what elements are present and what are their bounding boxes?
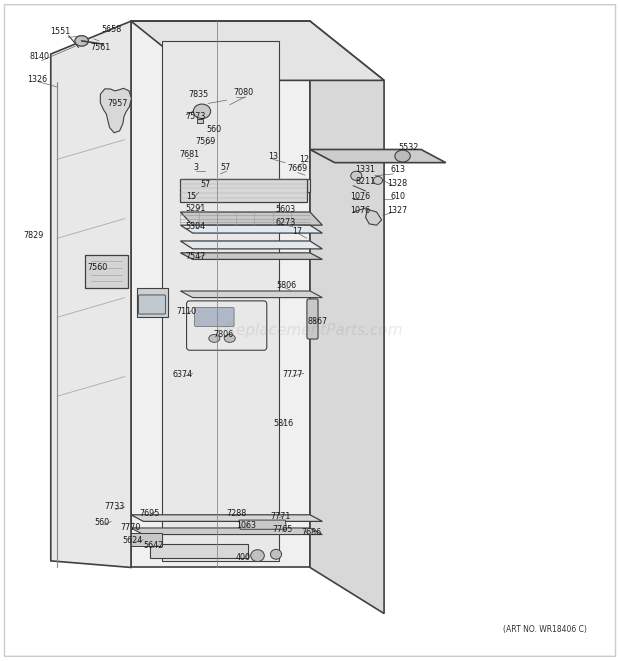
Text: 7733: 7733 bbox=[104, 502, 125, 512]
Text: 5624: 5624 bbox=[123, 536, 143, 545]
Text: 7806: 7806 bbox=[213, 330, 234, 339]
Polygon shape bbox=[310, 21, 384, 613]
Polygon shape bbox=[180, 179, 307, 202]
Polygon shape bbox=[131, 515, 322, 522]
Polygon shape bbox=[197, 118, 203, 122]
Ellipse shape bbox=[373, 176, 383, 184]
Text: 12: 12 bbox=[299, 155, 309, 164]
Text: 1076: 1076 bbox=[350, 206, 370, 215]
Text: 613: 613 bbox=[390, 165, 405, 175]
Text: 57: 57 bbox=[200, 180, 210, 189]
Polygon shape bbox=[85, 254, 128, 288]
Polygon shape bbox=[180, 241, 322, 249]
Text: 57: 57 bbox=[220, 163, 231, 173]
Text: 7560: 7560 bbox=[87, 264, 107, 272]
Text: 1331: 1331 bbox=[355, 165, 376, 175]
Text: 7695: 7695 bbox=[140, 509, 160, 518]
Text: 5291: 5291 bbox=[185, 204, 205, 213]
Text: 5642: 5642 bbox=[143, 541, 163, 550]
Polygon shape bbox=[100, 89, 131, 133]
Text: 7686: 7686 bbox=[301, 528, 321, 537]
Polygon shape bbox=[180, 225, 322, 233]
Text: 17: 17 bbox=[293, 227, 303, 235]
Text: 3: 3 bbox=[193, 163, 198, 173]
FancyBboxPatch shape bbox=[195, 307, 234, 327]
Text: 7561: 7561 bbox=[90, 43, 110, 52]
Polygon shape bbox=[149, 545, 248, 558]
Text: eReplacementParts.com: eReplacementParts.com bbox=[216, 323, 404, 338]
Polygon shape bbox=[239, 520, 286, 529]
Text: 1063: 1063 bbox=[236, 522, 256, 531]
Text: 7547: 7547 bbox=[185, 252, 205, 260]
Polygon shape bbox=[366, 210, 381, 225]
Text: 8140: 8140 bbox=[30, 52, 50, 61]
Ellipse shape bbox=[351, 171, 362, 180]
Polygon shape bbox=[131, 21, 384, 81]
Text: 7829: 7829 bbox=[24, 231, 43, 239]
Polygon shape bbox=[180, 253, 322, 259]
Text: 5658: 5658 bbox=[101, 24, 122, 34]
Text: 7110: 7110 bbox=[176, 307, 196, 316]
Polygon shape bbox=[122, 533, 162, 546]
Text: 5304: 5304 bbox=[185, 222, 205, 231]
Text: 7681: 7681 bbox=[179, 149, 199, 159]
Text: 7288: 7288 bbox=[226, 509, 247, 518]
FancyBboxPatch shape bbox=[138, 295, 166, 314]
Text: 400: 400 bbox=[235, 553, 250, 562]
Text: 6374: 6374 bbox=[173, 370, 193, 379]
Ellipse shape bbox=[224, 334, 236, 342]
Text: 560: 560 bbox=[94, 518, 110, 527]
Polygon shape bbox=[131, 21, 310, 567]
Text: 1551: 1551 bbox=[50, 26, 70, 36]
Text: 1328: 1328 bbox=[388, 178, 408, 188]
Ellipse shape bbox=[209, 334, 220, 342]
Text: 7770: 7770 bbox=[120, 523, 141, 532]
Polygon shape bbox=[187, 179, 310, 192]
Text: 7080: 7080 bbox=[233, 88, 254, 97]
Ellipse shape bbox=[75, 36, 89, 46]
Ellipse shape bbox=[395, 150, 410, 162]
Text: 7957: 7957 bbox=[107, 99, 128, 108]
Text: 1326: 1326 bbox=[27, 75, 47, 83]
Text: 5603: 5603 bbox=[275, 205, 295, 214]
Text: 7835: 7835 bbox=[188, 91, 209, 99]
Text: 7771: 7771 bbox=[270, 512, 291, 521]
Polygon shape bbox=[97, 515, 131, 529]
Text: (ART NO. WR18406 C): (ART NO. WR18406 C) bbox=[503, 625, 587, 635]
Text: 8867: 8867 bbox=[308, 317, 327, 326]
Text: 7669: 7669 bbox=[288, 164, 308, 173]
Polygon shape bbox=[131, 528, 322, 535]
Text: 7569: 7569 bbox=[195, 137, 216, 146]
Text: 15: 15 bbox=[187, 192, 197, 201]
Text: 560: 560 bbox=[206, 124, 222, 134]
Text: 1327: 1327 bbox=[388, 206, 408, 215]
Polygon shape bbox=[99, 531, 125, 543]
Ellipse shape bbox=[193, 104, 211, 118]
Text: 1076: 1076 bbox=[350, 192, 370, 202]
Text: 8211: 8211 bbox=[355, 177, 376, 186]
Polygon shape bbox=[180, 212, 322, 225]
Text: 7765: 7765 bbox=[273, 525, 293, 534]
Polygon shape bbox=[51, 21, 131, 567]
Text: 7777: 7777 bbox=[283, 370, 303, 379]
Text: 7573: 7573 bbox=[185, 112, 205, 121]
Ellipse shape bbox=[250, 550, 264, 562]
Polygon shape bbox=[180, 291, 322, 297]
Ellipse shape bbox=[270, 549, 281, 559]
FancyBboxPatch shape bbox=[307, 299, 318, 339]
Text: 5816: 5816 bbox=[273, 420, 293, 428]
Text: 610: 610 bbox=[390, 192, 405, 202]
Text: 13: 13 bbox=[268, 152, 278, 161]
Polygon shape bbox=[310, 149, 446, 163]
Text: 5806: 5806 bbox=[277, 281, 296, 290]
Polygon shape bbox=[162, 41, 279, 561]
Text: 6273: 6273 bbox=[275, 218, 296, 227]
Polygon shape bbox=[137, 288, 168, 317]
Text: 5532: 5532 bbox=[399, 143, 419, 152]
FancyBboxPatch shape bbox=[187, 301, 267, 350]
